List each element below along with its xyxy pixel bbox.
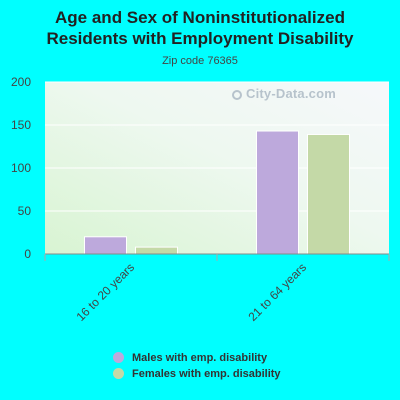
bar-females-1 (307, 133, 350, 255)
chart-title: Age and Sex of Noninstitutionalized Resi… (0, 7, 400, 49)
chart-title-line-2: Residents with Employment Disability (46, 29, 354, 48)
bar-females-0 (135, 246, 178, 255)
x-tick-label: 21 to 64 years (245, 260, 309, 324)
legend-swatch-males (113, 352, 124, 363)
bar-males-1 (256, 130, 299, 255)
y-tick-label: 200 (11, 75, 31, 89)
bars (84, 130, 350, 255)
bar-males-0 (84, 236, 127, 255)
legend-swatch-females (113, 368, 124, 379)
chart-title-line-1: Age and Sex of Noninstitutionalized (55, 8, 345, 27)
y-tick-label: 100 (11, 161, 31, 175)
watermark-text: City-Data.com (246, 86, 337, 101)
legend-item-females: Females with emp. disability (113, 366, 281, 381)
legend-label-females: Females with emp. disability (132, 367, 281, 380)
x-tick-label: 16 to 20 years (73, 260, 137, 324)
legend-item-males: Males with emp. disability (113, 350, 281, 365)
chart-subtitle: Zip code 76365 (162, 55, 238, 67)
legend: Males with emp. disability Females with … (113, 350, 281, 382)
y-tick-label: 50 (18, 204, 32, 218)
watermark: City-Data.com (232, 86, 336, 101)
y-tick-label: 150 (11, 118, 31, 132)
x-axis-ticks: 16 to 20 years 21 to 64 years (73, 260, 309, 324)
axes (44, 253, 390, 261)
magnifier-icon (232, 90, 242, 100)
y-tick-label: 0 (24, 247, 31, 261)
legend-label-males: Males with emp. disability (132, 351, 268, 364)
y-axis-ticks: 0 50 100 150 200 (11, 75, 31, 261)
